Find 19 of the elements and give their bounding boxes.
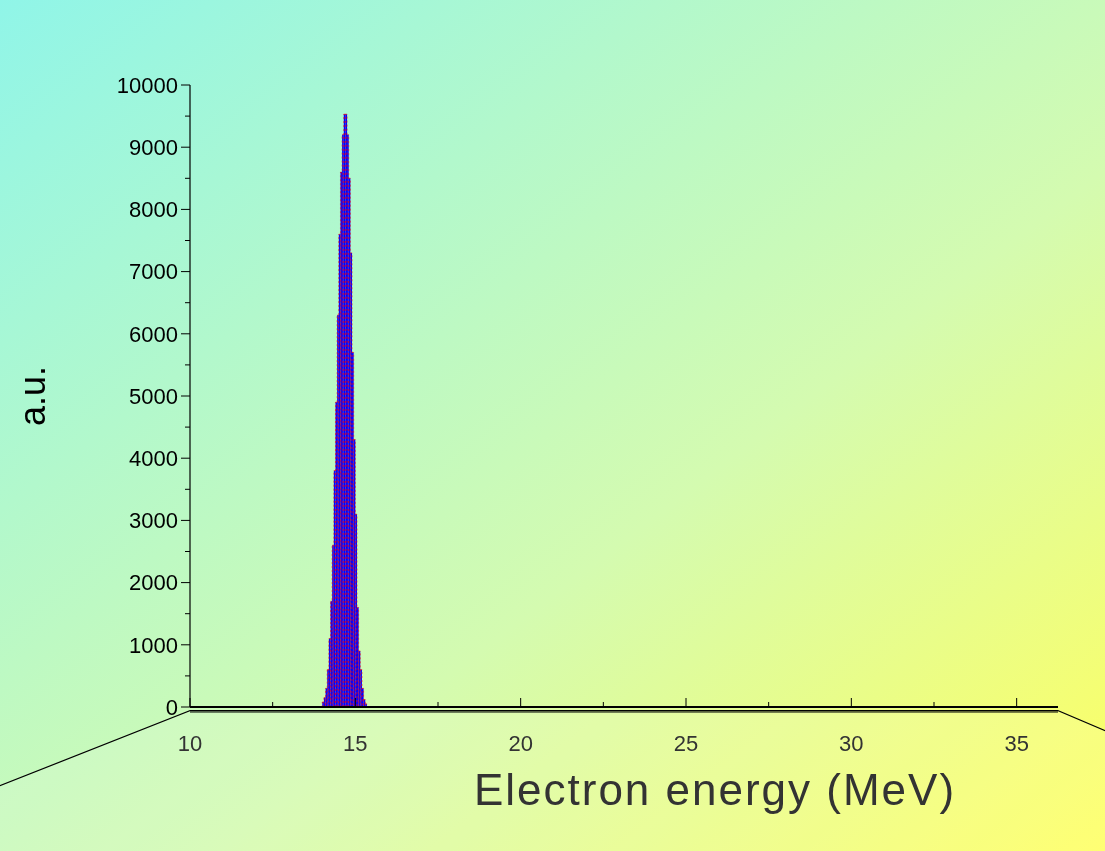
- y-axis-title: a.u.: [12, 365, 53, 427]
- y-tick-label: 10000: [116, 72, 178, 98]
- x-tick-label: 15: [343, 731, 368, 756]
- y-tick-label: 7000: [129, 259, 178, 285]
- x-tick-label: 20: [508, 731, 533, 756]
- x-tick-label: 25: [673, 731, 699, 756]
- y-tick-label: 6000: [129, 321, 178, 347]
- y-tick-label: 8000: [129, 197, 178, 223]
- x-tick-label: 30: [839, 731, 864, 756]
- y-tick-label: 4000: [129, 445, 178, 471]
- y-tick-label: 2000: [129, 570, 178, 596]
- x-tick-label: 35: [1004, 731, 1029, 756]
- y-tick-label: 9000: [129, 134, 178, 160]
- y-tick-label: 3000: [129, 508, 178, 534]
- x-tick-label: 10: [177, 731, 203, 756]
- x-axis-title: Electron energy (MeV): [473, 765, 957, 814]
- y-tick-label: 1000: [129, 632, 178, 658]
- y-tick-label: 5000: [129, 383, 178, 409]
- y-tick-label: 0: [165, 694, 178, 720]
